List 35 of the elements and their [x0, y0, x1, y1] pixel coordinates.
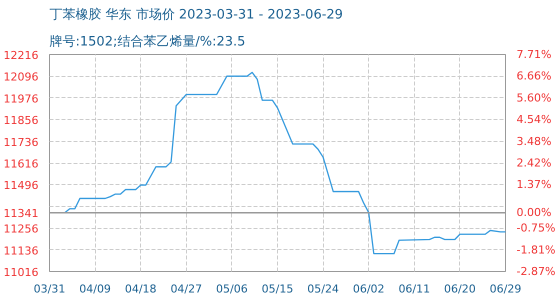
- y2-tick-label: 7.71%: [516, 48, 552, 61]
- chart-title: 丁苯橡胶 华东 市场价 2023-03-31 - 2023-06-29: [50, 8, 343, 22]
- y2-tick-label: 6.66%: [516, 70, 552, 83]
- y-tick-label: 11856: [4, 114, 39, 128]
- y-tick-label: 11736: [4, 136, 39, 149]
- x-tick-label: 05/06: [216, 282, 248, 296]
- y-tick-label: 12096: [4, 70, 39, 84]
- y-tick-label: 11016: [4, 266, 39, 279]
- y2-tick-label: 1.37%: [516, 178, 552, 192]
- x-tick-label: 06/02: [352, 282, 385, 296]
- y-tick-label: 11976: [4, 92, 39, 106]
- y-tick-label: 11256: [4, 222, 39, 236]
- x-tick-label: 04/09: [79, 282, 111, 296]
- y2-tick-label: 0.00%: [516, 206, 552, 220]
- y-tick-label: 11341: [4, 207, 39, 220]
- y2-tick-label: -2.87%: [516, 265, 556, 278]
- y2-tick-label: 5.60%: [516, 91, 552, 104]
- x-tick-label: 06/29: [490, 282, 522, 296]
- y-tick-label: 11136: [4, 244, 39, 258]
- x-tick-label: 06/20: [444, 282, 476, 296]
- x-tick-label: 05/15: [262, 282, 294, 296]
- y-tick-label: 11616: [4, 158, 39, 170]
- y-tick-label: 12216: [4, 49, 39, 62]
- y2-tick-label: -1.81%: [516, 243, 556, 256]
- y2-tick-label: 4.54%: [516, 113, 552, 126]
- y-tick-label: 11496: [4, 179, 39, 192]
- x-tick-label: 04/27: [170, 282, 202, 296]
- x-tick-label: 04/18: [124, 282, 157, 296]
- x-tick-label: 05/24: [307, 282, 339, 296]
- y2-tick-label: -0.75%: [516, 222, 556, 235]
- y2-tick-label: 2.42%: [516, 156, 552, 170]
- x-tick-label: 03/31: [34, 282, 66, 296]
- chart-subtitle: 牌号:1502;结合苯乙烯量/%:23.5: [50, 34, 246, 50]
- x-tick-label: 06/11: [398, 282, 430, 296]
- y2-tick-label: 3.48%: [516, 134, 552, 148]
